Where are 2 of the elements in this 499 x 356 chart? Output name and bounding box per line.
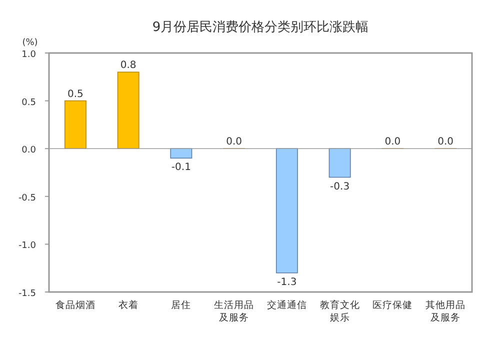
title: 9月份居民消费价格分类别环比涨跌幅 xyxy=(152,20,369,35)
ylabel: (%) xyxy=(22,38,38,48)
